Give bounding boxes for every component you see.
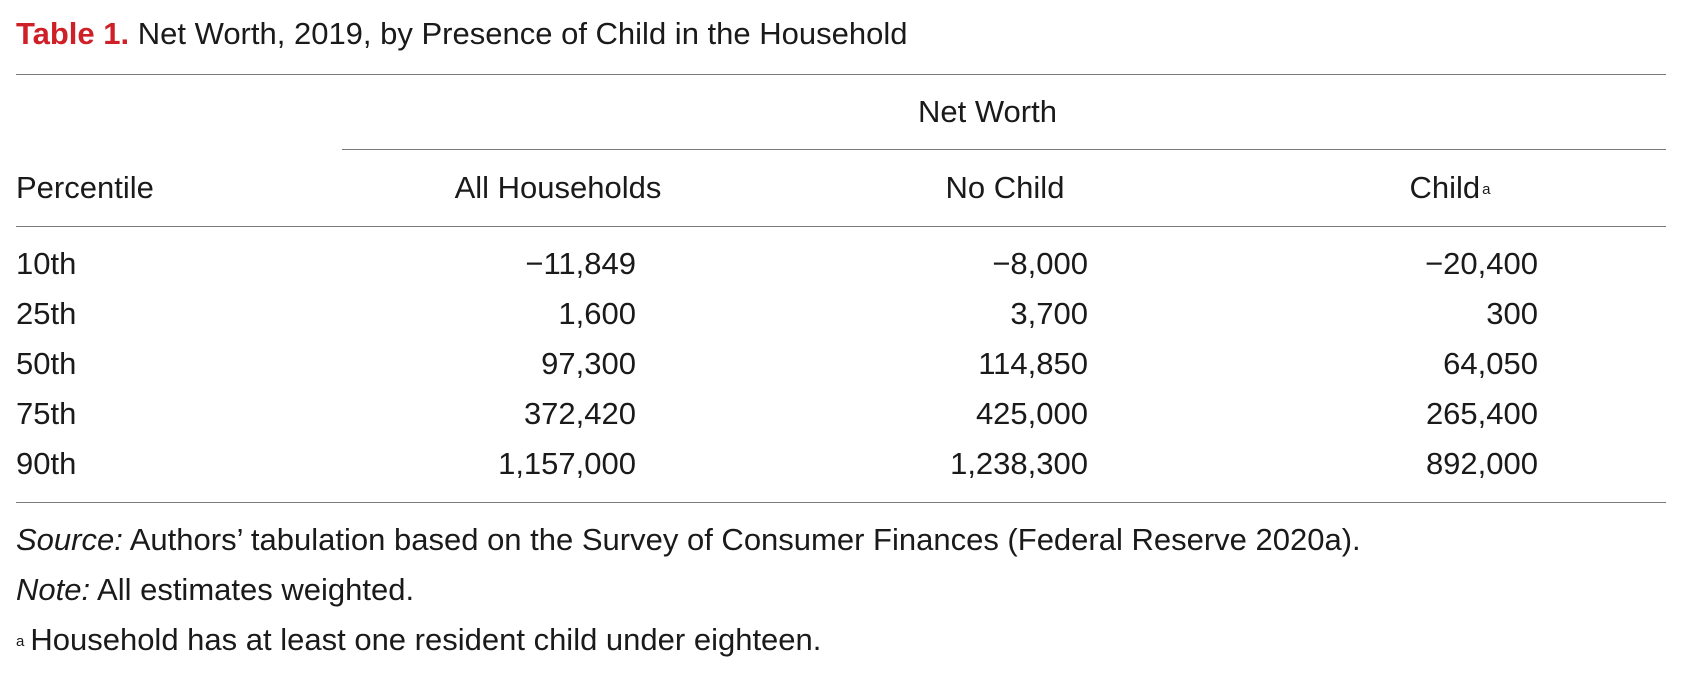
- row-all-households-cell: 97,300: [541, 346, 636, 381]
- spanner-rule: [342, 149, 1666, 150]
- row-child-cell: 892,000: [1425, 446, 1538, 481]
- row-child-cell: 64,050: [1443, 346, 1538, 381]
- note-label: Note:: [16, 572, 91, 607]
- row-percentile-cell: 75th: [16, 396, 77, 431]
- table-label: Table 1.: [16, 16, 130, 51]
- header-no-child: No Child: [945, 170, 1065, 205]
- row-all-households-cell: 1,157,000: [498, 446, 636, 481]
- top-rule: [16, 74, 1666, 75]
- row-child-cell: −20,400: [1425, 246, 1538, 281]
- header-percentile: Percentile: [16, 170, 154, 205]
- header-child-footnote-marker: a: [1482, 181, 1491, 198]
- row-no-child-cell: 425,000: [975, 396, 1088, 431]
- bottom-rule: [16, 502, 1666, 503]
- row-child-cell: 300: [1486, 296, 1538, 331]
- row-no-child-cell: 3,700: [1010, 296, 1088, 331]
- table-title-text: Net Worth, 2019, by Presence of Child in…: [137, 16, 908, 51]
- net-worth-spanner: Net Worth: [918, 94, 1057, 129]
- footnote-a: a Household has at least one resident chi…: [16, 620, 821, 660]
- row-percentile-cell: 90th: [16, 446, 77, 481]
- row-child-cell: 265,400: [1425, 396, 1538, 431]
- header-child-text: Child: [1409, 170, 1481, 205]
- note-text: All estimates weighted.: [90, 572, 415, 607]
- footnote-marker: a: [16, 633, 25, 650]
- source-note: Source: Authors’ tabulation based on the…: [16, 520, 1361, 560]
- row-percentile-cell: 50th: [16, 346, 77, 381]
- source-label: Source:: [16, 522, 123, 557]
- row-no-child-cell: 114,850: [978, 346, 1088, 381]
- header-rule: [16, 226, 1666, 227]
- header-all-households: All Households: [454, 170, 662, 205]
- row-all-households-cell: 372,420: [523, 396, 636, 431]
- row-no-child-cell: 1,238,300: [950, 446, 1088, 481]
- table-title: Table 1. Net Worth, 2019, by Presence of…: [16, 14, 907, 54]
- source-text: Authors’ tabulation based on the Survey …: [122, 522, 1361, 557]
- general-note: Note: All estimates weighted.: [16, 570, 414, 610]
- row-all-households-cell: 1,600: [558, 296, 636, 331]
- footnote-text: Household has at least one resident chil…: [30, 622, 822, 657]
- row-percentile-cell: 10th: [16, 246, 77, 281]
- row-no-child-cell: −8,000: [992, 246, 1088, 281]
- row-all-households-cell: −11,849: [525, 246, 636, 281]
- row-percentile-cell: 25th: [16, 296, 77, 331]
- header-child: Child a: [1320, 168, 1580, 208]
